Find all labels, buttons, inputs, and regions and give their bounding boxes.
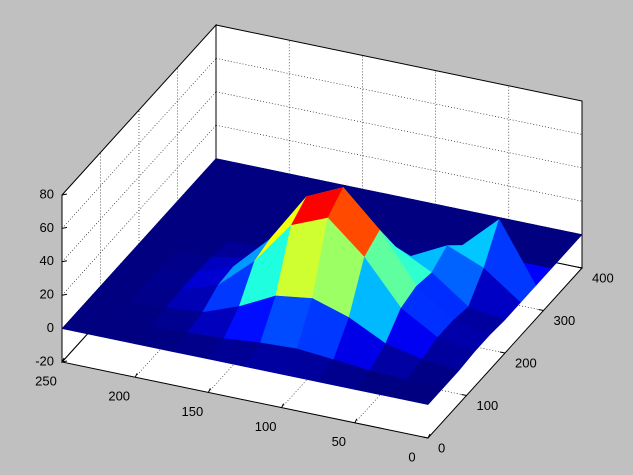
x-tick bbox=[134, 372, 138, 378]
grid-line bbox=[61, 24, 217, 196]
y-tick-label: 400 bbox=[592, 270, 614, 285]
z-tick-label: 0 bbox=[47, 320, 54, 335]
grid-line bbox=[215, 91, 583, 169]
z-tick bbox=[61, 193, 68, 196]
grid-line bbox=[215, 24, 583, 102]
z-tick bbox=[61, 260, 68, 263]
y-tick bbox=[422, 436, 429, 439]
x-tick-label: 100 bbox=[255, 419, 277, 434]
x-tick bbox=[61, 357, 65, 363]
z-tick bbox=[61, 293, 68, 296]
z-tick-label: 40 bbox=[40, 253, 54, 268]
y-tick bbox=[499, 351, 506, 354]
grid-line bbox=[61, 91, 217, 263]
z-tick bbox=[61, 226, 68, 229]
y-tick bbox=[461, 394, 467, 396]
x-tick bbox=[427, 433, 431, 439]
x-tick-label: 50 bbox=[332, 434, 346, 449]
grid-line bbox=[61, 58, 217, 229]
grid-line bbox=[215, 124, 583, 202]
y-tick bbox=[576, 266, 583, 269]
y-tick bbox=[538, 309, 544, 311]
x-tick-label: 150 bbox=[182, 404, 204, 419]
grid-line bbox=[61, 361, 429, 439]
x-tick bbox=[281, 403, 285, 408]
z-tick-label: 80 bbox=[40, 186, 54, 201]
x-tick bbox=[207, 388, 211, 393]
z-tick-label: 60 bbox=[40, 220, 54, 235]
x-tick-label: 200 bbox=[108, 389, 130, 404]
x-tick-label: 250 bbox=[35, 373, 57, 388]
grid-line bbox=[215, 58, 583, 135]
z-tick bbox=[61, 360, 68, 363]
x-tick-label: 0 bbox=[408, 449, 415, 464]
z-tick-label: 20 bbox=[40, 287, 54, 302]
y-tick-label: 0 bbox=[438, 440, 445, 455]
surface-cell bbox=[391, 379, 444, 405]
y-tick-label: 300 bbox=[554, 313, 576, 328]
z-tick-label: -20 bbox=[35, 353, 54, 368]
y-tick-label: 100 bbox=[477, 398, 499, 413]
x-tick bbox=[354, 418, 358, 424]
y-tick-label: 200 bbox=[515, 355, 537, 370]
